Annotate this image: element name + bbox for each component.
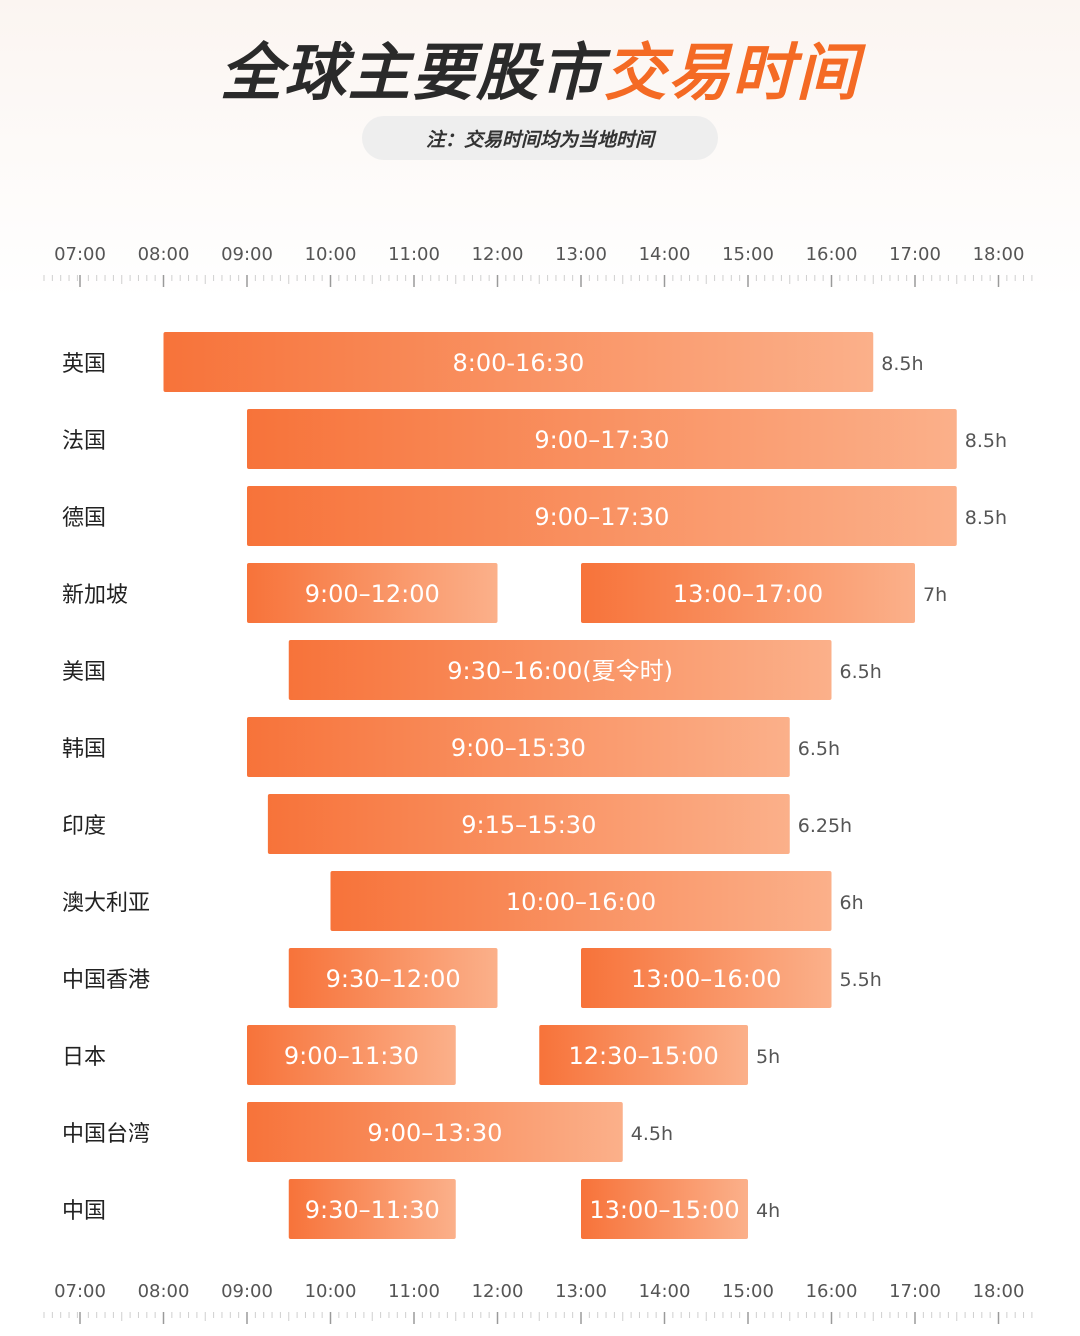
- duration-label: 4.5h: [631, 1123, 673, 1145]
- session-label: 13:00–17:00: [673, 580, 823, 608]
- session-bar: [581, 1179, 748, 1239]
- market-name: 中国香港: [62, 968, 150, 993]
- top-axis-tick-label: 13:00: [555, 244, 607, 265]
- session-label: 9:00–15:30: [451, 734, 586, 762]
- top-axis-tick-label: 16:00: [806, 244, 858, 265]
- top-axis-tick-label: 09:00: [221, 244, 273, 265]
- session-bar: [539, 1025, 748, 1085]
- session-bar: [581, 948, 832, 1008]
- bottom-axis-tick-label: 13:00: [555, 1281, 607, 1302]
- session-label: 10:00–16:00: [506, 888, 656, 916]
- session-bar: [288, 948, 498, 1008]
- bottom-axis-tick-label: 07:00: [54, 1281, 106, 1302]
- bottom-axis-tick-label: 16:00: [806, 1281, 858, 1302]
- market-name: 德国: [62, 506, 106, 531]
- duration-label: 6h: [840, 892, 864, 914]
- market-name: 法国: [62, 429, 106, 454]
- session-bar: [330, 871, 832, 931]
- duration-label: 8.5h: [965, 430, 1007, 452]
- note-pill: 注：交易时间均为当地时间: [362, 116, 718, 160]
- session-label: 9:30–11:30: [305, 1196, 440, 1224]
- top-axis-tick-label: 08:00: [138, 244, 190, 265]
- bottom-axis-tick-label: 12:00: [472, 1281, 524, 1302]
- top-axis-tick-label: 12:00: [472, 244, 524, 265]
- top-axis-tick-label: 18:00: [973, 244, 1025, 265]
- top-time-axis: 07:00 08:00 09:00 10:00 11:00 12:00 13:00 14:00…: [43, 244, 1033, 287]
- bottom-axis-tick-label: 09:00: [221, 1281, 273, 1302]
- bottom-axis-tick-label: 15:00: [722, 1281, 774, 1302]
- session-label: 9:00–13:30: [367, 1119, 502, 1147]
- market-bars: 英国 8:00-16:30 8.5h 法国 9:00–17:30 8.5h 德国 9:00–1…: [62, 332, 1007, 1239]
- session-bar: [288, 1179, 456, 1239]
- market-name: 美国: [62, 660, 106, 685]
- top-axis-tick-label: 17:00: [889, 244, 941, 265]
- title-part-accent: 交易时间: [604, 36, 861, 109]
- top-axis-tick-label: 15:00: [722, 244, 774, 265]
- duration-label: 6.5h: [798, 738, 840, 760]
- session-label: 9:30–16:00(夏令时): [447, 657, 673, 685]
- session-label: 13:00–16:00: [631, 965, 781, 993]
- market-name: 英国: [62, 352, 106, 377]
- session-label: 8:00-16:30: [453, 349, 585, 377]
- session-label: 9:15–15:30: [461, 811, 596, 839]
- duration-label: 6.5h: [840, 661, 882, 683]
- duration-label: 7h: [923, 584, 947, 606]
- duration-label: 4h: [756, 1200, 780, 1222]
- top-axis-tick-label: 14:00: [639, 244, 691, 265]
- duration-label: 5.5h: [840, 969, 882, 991]
- page-title: 全球主要股市交易时间: [0, 22, 1080, 112]
- market-name: 新加坡: [62, 583, 128, 608]
- session-bar: [247, 717, 790, 777]
- top-axis-tick-label: 11:00: [388, 244, 440, 265]
- duration-label: 8.5h: [965, 507, 1007, 529]
- market-name: 澳大利亚: [62, 891, 150, 916]
- session-label: 9:30–12:00: [326, 965, 461, 993]
- duration-label: 5h: [756, 1046, 780, 1068]
- bottom-axis-tick-label: 17:00: [889, 1281, 941, 1302]
- session-bar: [267, 794, 790, 854]
- top-axis-tick-label: 07:00: [54, 244, 106, 265]
- bottom-axis-tick-label: 11:00: [388, 1281, 440, 1302]
- duration-label: 6.25h: [798, 815, 852, 837]
- session-bar: [247, 486, 957, 546]
- session-label: 12:30–15:00: [568, 1042, 718, 1070]
- session-label: 9:00–17:30: [534, 503, 669, 531]
- title-part-dark: 全球主要股市: [219, 36, 604, 109]
- session-bar: [247, 1025, 456, 1085]
- market-name: 日本: [62, 1045, 106, 1070]
- session-bar: [288, 640, 832, 700]
- session-label: 9:00–17:30: [534, 426, 669, 454]
- market-name: 中国: [62, 1199, 106, 1224]
- top-axis-tick-label: 10:00: [305, 244, 357, 265]
- bottom-time-axis: 07:00 08:00 09:00 10:00 11:00 12:00 13:00 14:00…: [43, 1281, 1033, 1324]
- session-bar: [581, 563, 915, 623]
- bottom-axis-tick-label: 14:00: [639, 1281, 691, 1302]
- session-bar: [247, 1102, 623, 1162]
- market-name: 中国台湾: [62, 1122, 150, 1147]
- market-name: 印度: [62, 814, 106, 839]
- duration-label: 8.5h: [881, 353, 923, 375]
- session-label: 9:00–12:00: [305, 580, 440, 608]
- session-bar: [247, 409, 957, 469]
- bottom-axis-tick-label: 18:00: [973, 1281, 1025, 1302]
- session-label: 9:00–11:30: [284, 1042, 419, 1070]
- market-name: 韩国: [62, 737, 106, 762]
- session-bar: [247, 563, 498, 623]
- bottom-axis-tick-label: 08:00: [138, 1281, 190, 1302]
- bottom-axis-tick-label: 10:00: [305, 1281, 357, 1302]
- session-label: 13:00–15:00: [589, 1196, 739, 1224]
- session-bar: [163, 332, 874, 392]
